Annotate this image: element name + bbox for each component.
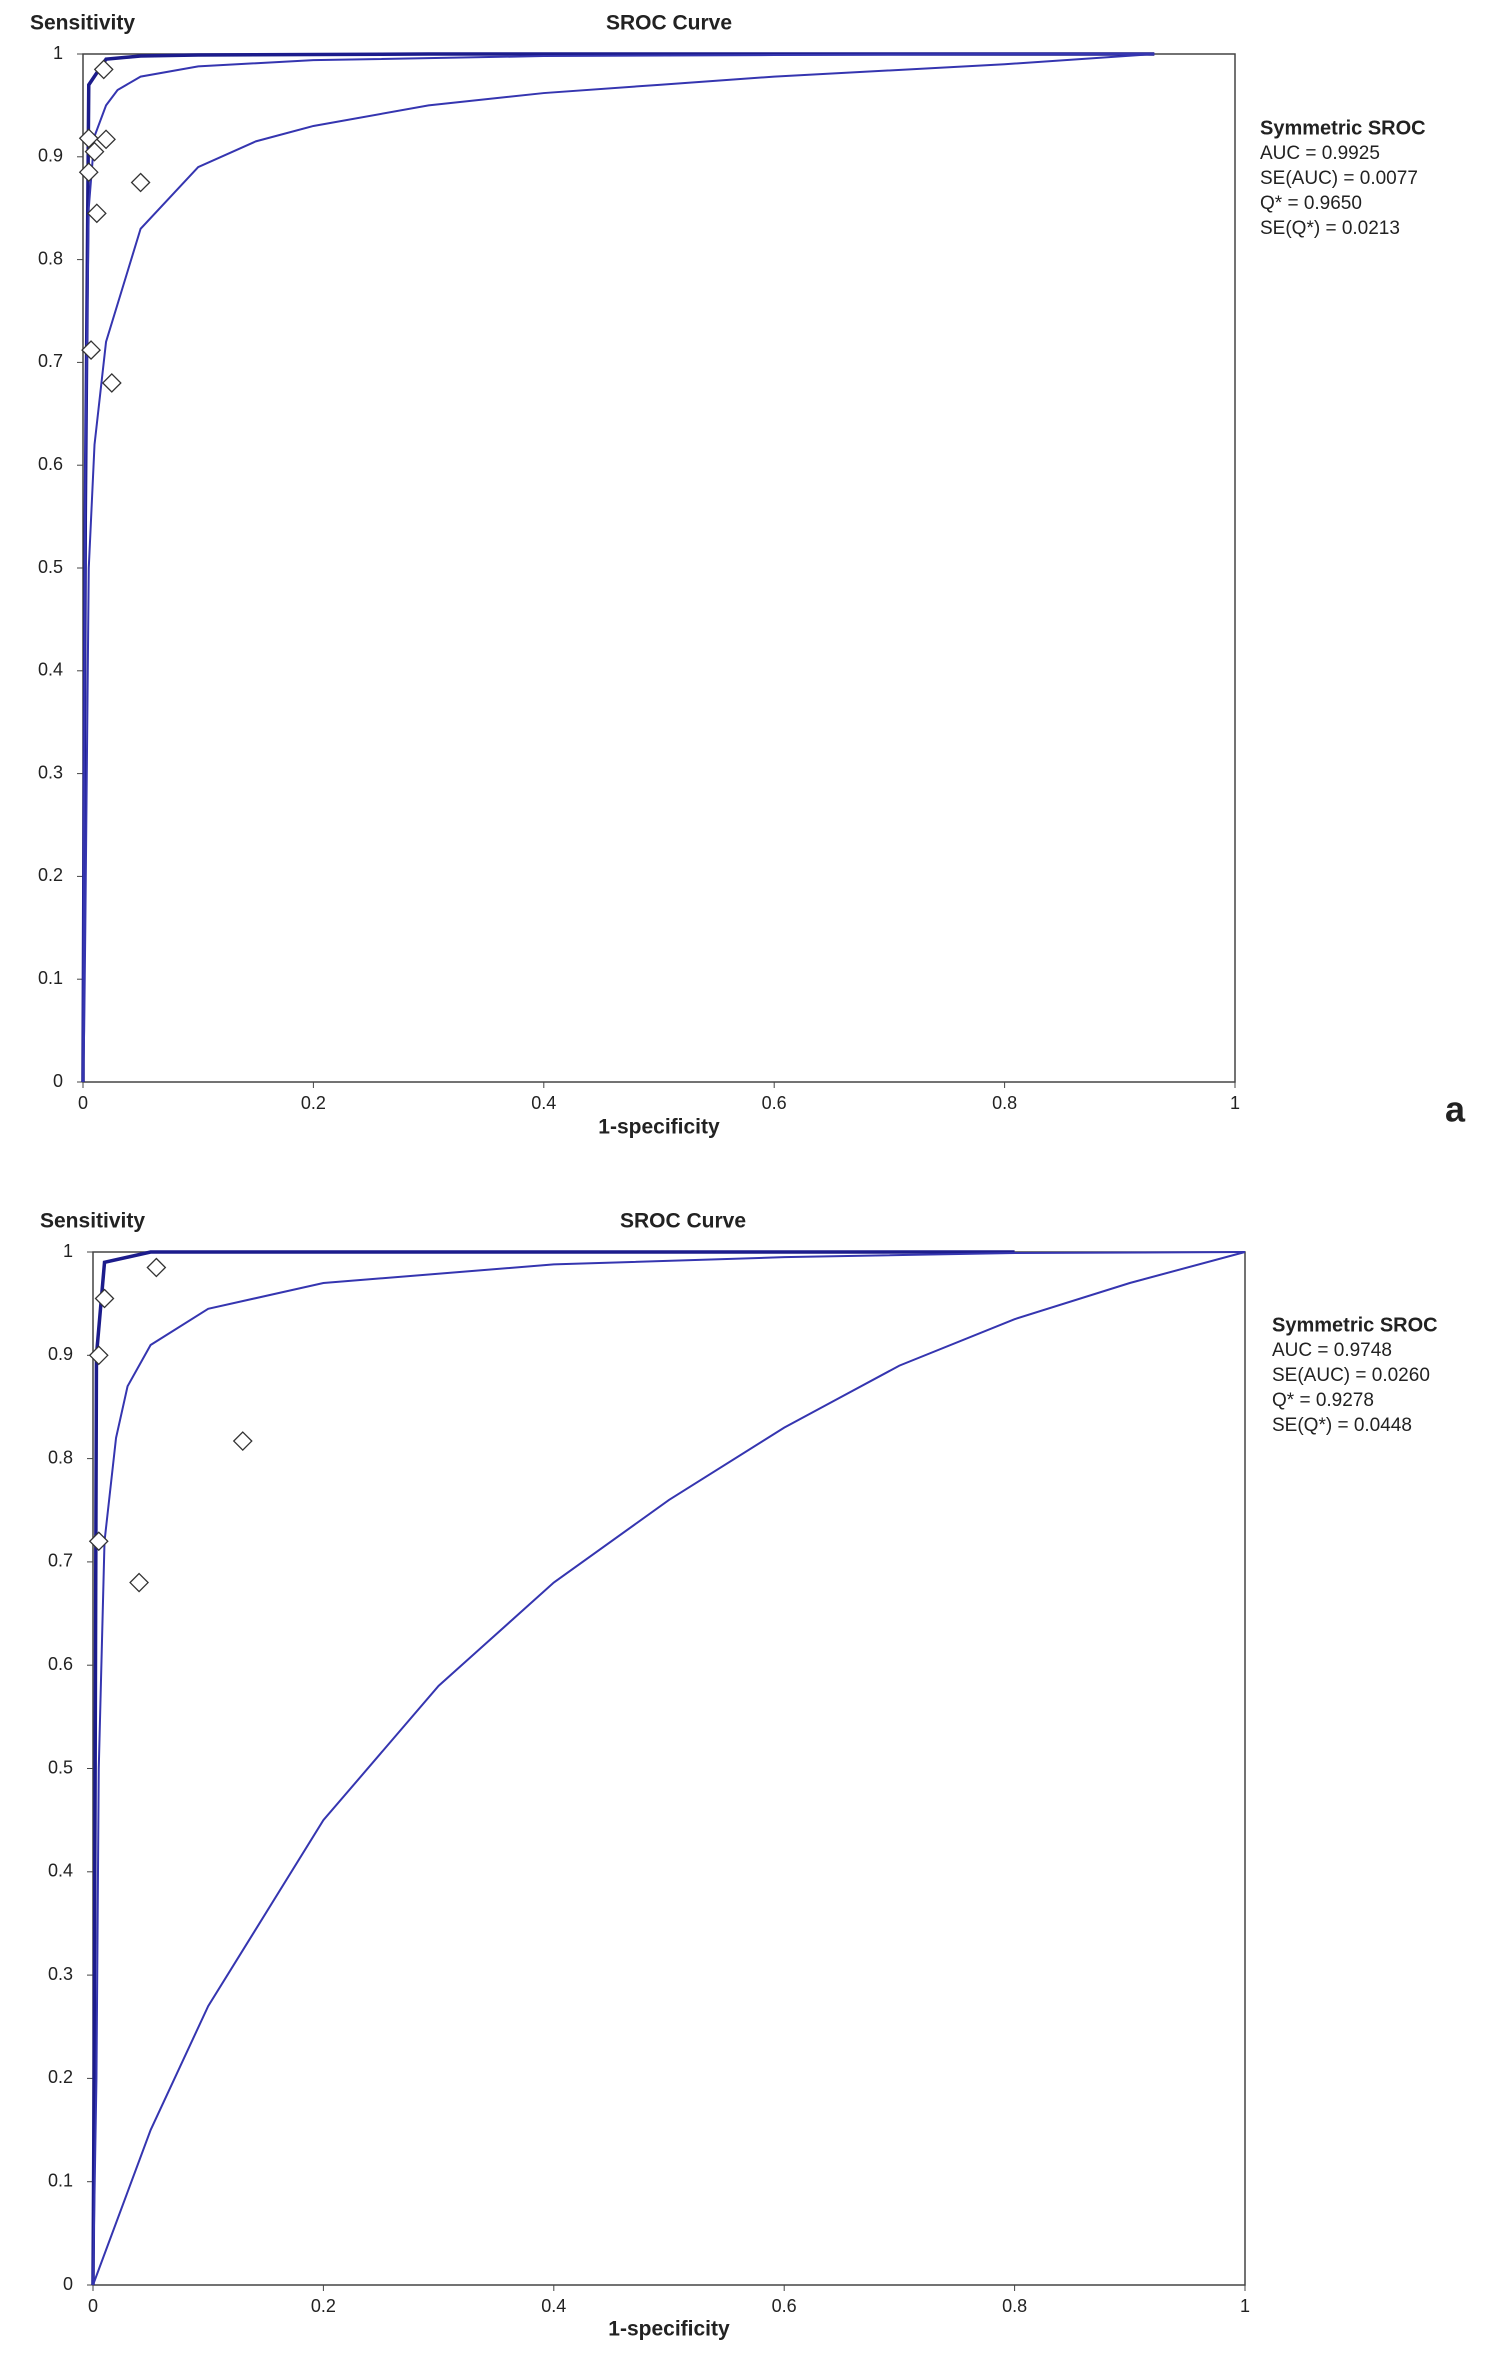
y-tick-label: 0.9 [38, 146, 63, 166]
x-tick-label: 0.6 [762, 1093, 787, 1113]
y-tick-label: 0.3 [38, 762, 63, 782]
y-tick-label: 0.5 [48, 1757, 73, 1777]
sroc-curve [82, 53, 1155, 1083]
study-point [129, 1572, 149, 1593]
annotation-title: Symmetric SROC [1260, 117, 1426, 139]
panel-label: a [1445, 1089, 1466, 1130]
y-tick-label: 0.6 [38, 454, 63, 474]
y-tick-label: 1 [63, 1241, 73, 1261]
study-point [88, 1531, 109, 1552]
study-point [84, 141, 105, 162]
y-tick-label: 0.8 [38, 248, 63, 268]
sroc-curve [92, 1251, 1246, 2286]
y-tick-label: 0.1 [48, 2170, 73, 2190]
y-tick-label: 0.2 [48, 2067, 73, 2087]
y-tick-label: 0 [53, 1071, 63, 1091]
study-point [93, 59, 114, 80]
annotation: AUC = 0.9925 [1260, 143, 1380, 164]
y-tick-label: 0 [63, 2274, 73, 2294]
x-tick-label: 0.2 [311, 2296, 336, 2316]
study-point [146, 1257, 167, 1278]
y-axis-label: Sensitivity [40, 1210, 145, 1233]
study-point [232, 1431, 253, 1451]
y-tick-label: 1 [53, 43, 63, 63]
y-tick-label: 0.2 [38, 865, 63, 885]
study-point [88, 1345, 109, 1366]
annotation: AUC = 0.9748 [1272, 1340, 1392, 1361]
annotation-title: Symmetric SROC [1272, 1314, 1438, 1336]
study-point [78, 128, 99, 149]
plot-frame [82, 53, 1236, 1083]
y-tick-label: 0.7 [48, 1551, 73, 1571]
sroc-curve [81, 52, 1155, 1083]
y-tick-label: 0.9 [48, 1344, 73, 1364]
x-axis-label: 1-specificity [608, 2318, 730, 2341]
y-tick-label: 0.3 [48, 1964, 73, 1984]
x-tick-label: 0.8 [1002, 2296, 1027, 2316]
plot-frame [92, 1251, 1246, 2286]
x-tick-label: 1 [1230, 1093, 1240, 1113]
study-point [94, 1288, 115, 1309]
y-tick-label: 0.4 [38, 660, 63, 680]
annotation: SE(Q*) = 0.0448 [1272, 1415, 1412, 1436]
x-tick-label: 0.6 [772, 2296, 797, 2316]
x-tick-label: 1 [1240, 2296, 1250, 2316]
x-tick-label: 0.8 [992, 1093, 1017, 1113]
study-point [101, 373, 122, 393]
x-tick-label: 0 [88, 2296, 98, 2316]
annotation: Q* = 0.9650 [1260, 193, 1362, 214]
study-point [130, 172, 151, 193]
annotation: Q* = 0.9278 [1272, 1390, 1374, 1411]
x-tick-label: 0.2 [301, 1093, 326, 1113]
y-tick-label: 0.8 [48, 1447, 73, 1467]
y-tick-label: 0.7 [38, 351, 63, 371]
y-tick-label: 0.6 [48, 1654, 73, 1674]
annotation: SE(AUC) = 0.0077 [1260, 168, 1418, 189]
study-point [96, 129, 116, 150]
sroc-curve [91, 1250, 1015, 2286]
annotation: SE(AUC) = 0.0260 [1272, 1365, 1430, 1386]
x-axis-label: 1-specificity [598, 1116, 720, 1139]
y-tick-label: 0.4 [48, 1861, 73, 1881]
annotation: SE(Q*) = 0.0213 [1260, 218, 1400, 239]
study-point [78, 162, 99, 183]
chart-title: SROC Curve [620, 1210, 746, 1233]
study-point [86, 203, 107, 224]
study-point [81, 340, 101, 360]
x-tick-label: 0.4 [531, 1093, 556, 1113]
x-tick-label: 0.4 [541, 2296, 566, 2316]
x-tick-label: 0 [78, 1093, 88, 1113]
sroc-curve [92, 1251, 1246, 2286]
y-tick-label: 0.5 [38, 557, 63, 577]
y-axis-label: Sensitivity [30, 12, 135, 35]
sroc-curve [82, 53, 1155, 1083]
y-tick-label: 0.1 [38, 968, 63, 988]
chart-title: SROC Curve [606, 12, 732, 35]
